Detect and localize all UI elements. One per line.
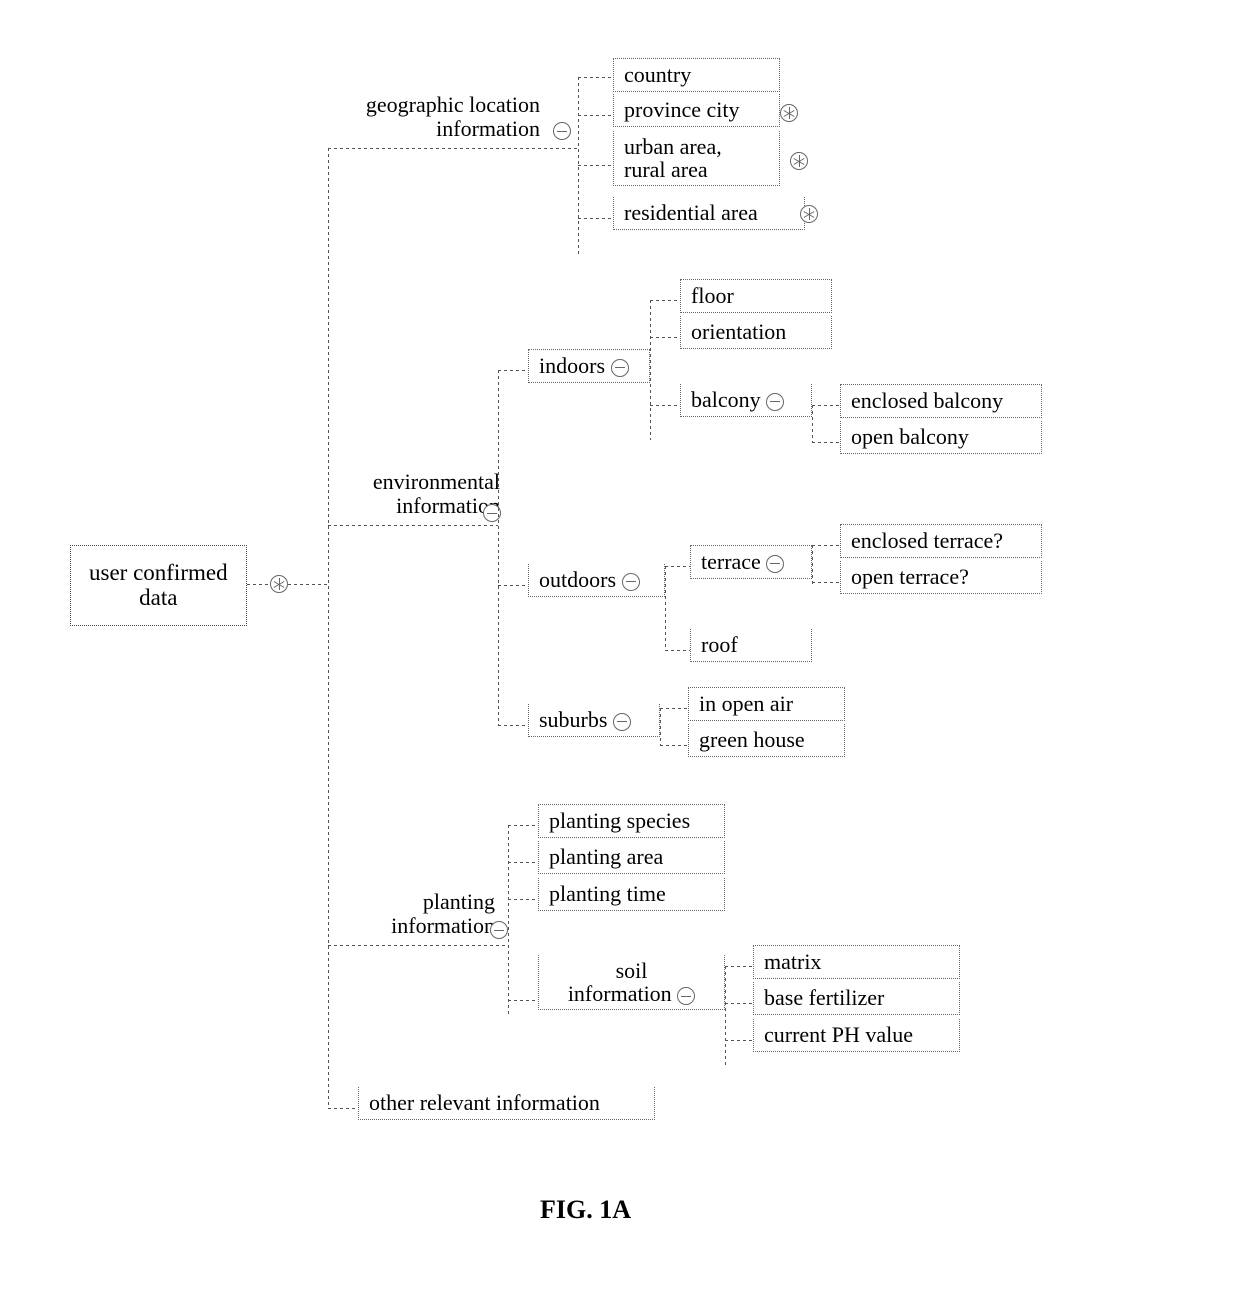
connector: [578, 165, 613, 166]
geo-marker: [553, 122, 571, 140]
connector: [660, 708, 688, 709]
env-label: environmental information: [340, 470, 500, 518]
geo-line1: geographic location: [366, 92, 540, 117]
root-node: user confirmed data: [70, 545, 247, 626]
connector: [660, 708, 661, 746]
soil-fertilizer: base fertilizer: [753, 982, 960, 1015]
connector: [328, 148, 578, 149]
terrace-open: open terrace?: [840, 561, 1042, 594]
connector: [650, 405, 680, 406]
balcony-open: open balcony: [840, 421, 1042, 454]
indoors-label: indoors: [528, 349, 650, 383]
other-label: other relevant information: [358, 1087, 655, 1120]
connector: [247, 584, 270, 585]
terrace-marker: [766, 555, 784, 573]
connector: [288, 584, 328, 585]
connector: [812, 442, 840, 443]
geo-residential: residential area: [613, 197, 805, 230]
connector: [665, 566, 666, 651]
connector: [328, 148, 329, 1108]
connector: [508, 1000, 538, 1001]
plant-line1: planting: [423, 889, 495, 914]
balcony-marker: [766, 393, 784, 411]
connector: [812, 405, 813, 443]
geo-line2: information: [436, 116, 540, 141]
root-line1: user confirmed: [89, 560, 228, 585]
connector: [650, 337, 680, 338]
connector: [650, 300, 651, 440]
connector: [665, 566, 690, 567]
balcony-label: balcony: [680, 384, 812, 417]
plant-species: planting species: [538, 804, 725, 838]
soil-matrix: matrix: [753, 945, 960, 979]
geo-province: province city: [613, 94, 780, 127]
connector: [508, 825, 538, 826]
connector: [578, 218, 613, 219]
plant-marker: [490, 921, 508, 939]
indoors-orientation: orientation: [680, 316, 832, 349]
connector: [578, 115, 613, 116]
connector: [812, 405, 840, 406]
root-marker: [270, 575, 288, 593]
connector: [508, 899, 538, 900]
marker: [790, 152, 808, 170]
connector: [725, 1040, 753, 1041]
connector: [578, 77, 613, 78]
geo-urban: urban area,rural area: [613, 131, 780, 186]
geo-country: country: [613, 58, 780, 92]
outdoors-roof: roof: [690, 629, 812, 662]
connector: [725, 966, 726, 1066]
soil-label: soil information: [538, 955, 725, 1010]
outdoors-marker: [622, 573, 640, 591]
env-line1: environmental: [373, 469, 500, 494]
marker: [780, 104, 798, 122]
geo-label: geographic location information: [330, 93, 540, 141]
plant-time: planting time: [538, 878, 725, 911]
connector: [665, 650, 690, 651]
connector: [660, 745, 688, 746]
balcony-enclosed: enclosed balcony: [840, 384, 1042, 418]
suburbs-label: suburbs: [528, 704, 660, 737]
soil-marker: [677, 987, 695, 1005]
connector: [578, 77, 579, 255]
connector: [328, 1108, 358, 1109]
connector: [498, 725, 528, 726]
marker: [800, 205, 818, 223]
connector: [650, 300, 680, 301]
connector: [508, 825, 509, 1015]
connector: [812, 545, 813, 585]
suburbs-marker: [613, 713, 631, 731]
plant-line2: information: [391, 913, 495, 938]
connector: [725, 1003, 753, 1004]
connector: [725, 966, 753, 967]
indoors-marker: [611, 359, 629, 377]
connector: [508, 862, 538, 863]
connector: [328, 525, 498, 526]
connector: [498, 370, 499, 725]
indoors-floor: floor: [680, 279, 832, 313]
plant-area: planting area: [538, 841, 725, 874]
soil-ph: current PH value: [753, 1019, 960, 1052]
suburbs-openair: in open air: [688, 687, 845, 721]
root-line2: data: [139, 585, 177, 610]
connector: [328, 945, 508, 946]
outdoors-label: outdoors: [528, 564, 665, 597]
figure-caption: FIG. 1A: [540, 1195, 631, 1225]
connector: [498, 585, 528, 586]
connector: [812, 545, 840, 546]
suburbs-greenhouse: green house: [688, 724, 845, 757]
terrace-enclosed: enclosed terrace?: [840, 524, 1042, 558]
connector: [498, 370, 528, 371]
connector: [812, 582, 840, 583]
terrace-label: terrace: [690, 545, 812, 579]
plant-label: planting information: [350, 890, 495, 938]
